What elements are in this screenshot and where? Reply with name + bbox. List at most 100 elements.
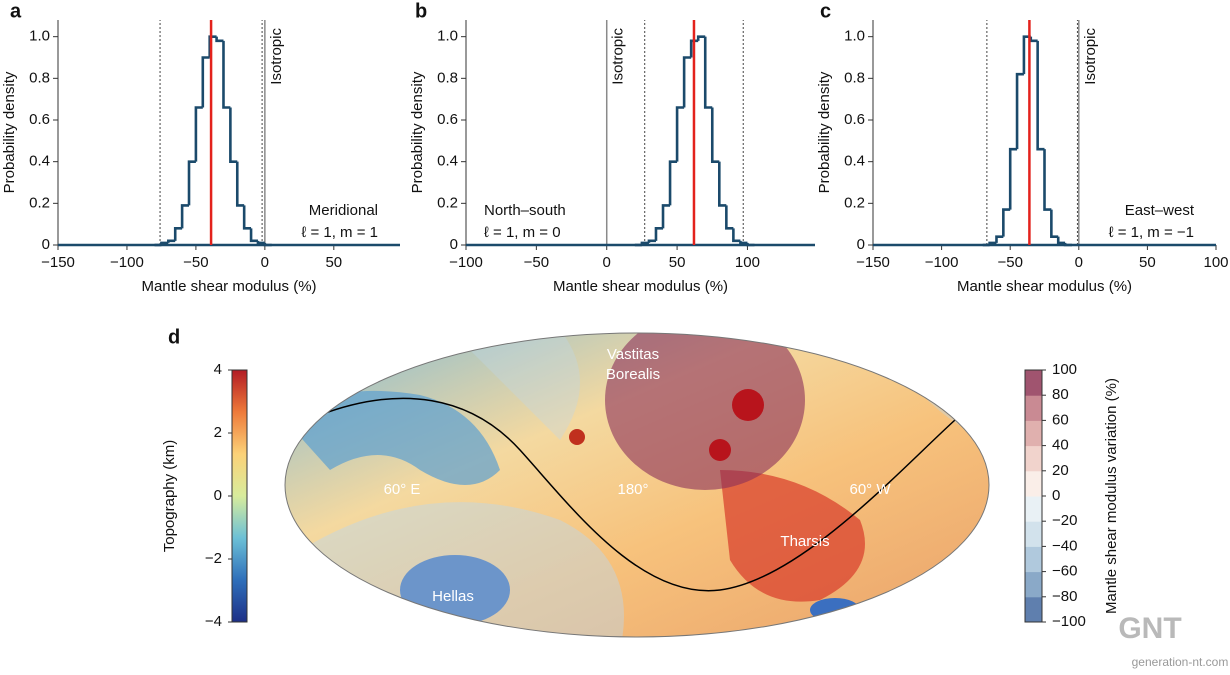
histogram-bin: [194, 106, 203, 162]
colorbar-tick-label: 0: [1052, 487, 1060, 504]
histogram-bin: [732, 228, 741, 243]
colorbar-tick-label: 60: [1052, 411, 1069, 428]
histogram-bin: [1043, 149, 1052, 211]
histogram-bin: [160, 241, 169, 245]
x-tick-label: 50: [1139, 254, 1156, 271]
colorbar-tick-label: 2: [214, 424, 222, 441]
colorbar-tick-label: −60: [1052, 563, 1077, 580]
reference-label: Isotropic: [1082, 28, 1099, 85]
colorbar-bin: [1025, 596, 1042, 623]
map-label: 60° E: [384, 481, 421, 498]
histogram-bin: [263, 242, 272, 247]
colorbar-bin: [1025, 571, 1042, 598]
y-tick-label: 0.2: [29, 194, 50, 211]
annotation: East–west: [1125, 202, 1195, 219]
annotation: ℓ = 1, m = 1: [301, 224, 378, 241]
colorbar-tick-label: 20: [1052, 462, 1069, 479]
map-label: 60° W: [849, 481, 891, 498]
colorbar-tick-label: −80: [1052, 588, 1077, 605]
y-tick-label: 0.6: [844, 111, 865, 128]
y-tick-label: 0.6: [437, 111, 458, 128]
colorbar-bin: [1025, 521, 1042, 547]
x-tick-label: 0: [1075, 254, 1083, 271]
x-tick-label: −150: [41, 254, 75, 271]
x-axis-label: Mantle shear modulus (%): [957, 278, 1132, 295]
colorbar-bin: [1025, 445, 1042, 472]
histogram-bin: [229, 107, 238, 163]
histogram-bin: [201, 56, 210, 108]
x-tick-label: 100: [735, 254, 760, 271]
colorbar: [232, 370, 247, 622]
histogram-bin: [1029, 36, 1038, 43]
histogram-bin: [235, 161, 245, 207]
x-tick-label: −100: [925, 254, 959, 271]
histogram-bin: [1036, 40, 1045, 151]
y-tick-label: 0.8: [844, 69, 865, 86]
histogram-bin: [187, 160, 196, 206]
y-axis-label: Probability density: [409, 71, 426, 193]
colorbar-tick-label: −4: [205, 613, 222, 630]
map-north-anomaly: [605, 333, 805, 490]
map-volcano: [709, 439, 731, 461]
histogram-bin: [1015, 72, 1024, 150]
y-axis-label: Probability density: [816, 71, 833, 193]
histogram-bin: [180, 204, 190, 229]
panel-label: b: [415, 0, 427, 22]
histogram-bin: [208, 35, 217, 58]
histogram-bin: [703, 36, 713, 109]
reference-label: Isotropic: [610, 28, 627, 85]
x-tick-label: 0: [261, 254, 269, 271]
panel-label: a: [10, 0, 22, 22]
x-tick-label: −50: [183, 254, 208, 271]
colorbar-bin: [1025, 420, 1042, 447]
histogram-bin: [682, 56, 692, 108]
x-tick-label: −150: [856, 254, 890, 271]
x-axis-label: Mantle shear modulus (%): [553, 278, 728, 295]
x-tick-label: −100: [110, 254, 144, 271]
histogram-bin: [1056, 236, 1066, 245]
histogram-bin: [222, 40, 231, 109]
colorbar-bin: [1025, 370, 1042, 396]
colorbar-tick-label: 4: [214, 361, 222, 378]
histogram-bin: [1008, 147, 1018, 210]
colorbar-bin: [1025, 496, 1042, 522]
histogram-bin: [668, 160, 678, 206]
histogram-bin: [725, 205, 734, 230]
colorbar-tick-label: 100: [1052, 361, 1077, 378]
histogram-bin: [173, 227, 183, 241]
map-label: Hellas: [432, 588, 474, 605]
x-tick-label: −50: [524, 254, 549, 271]
y-tick-label: 0.2: [844, 194, 865, 211]
y-tick-label: 0.6: [29, 111, 50, 128]
colorbar-label: Topography (km): [161, 440, 178, 553]
reference-label: Isotropic: [268, 28, 285, 85]
y-tick-label: 0: [857, 236, 865, 253]
histogram-bin: [689, 39, 699, 58]
histogram-bin: [1050, 209, 1059, 238]
colorbar-tick-label: 0: [214, 487, 222, 504]
map-label: Tharsis: [780, 533, 829, 550]
colorbar-label: Mantle shear modulus variation (%): [1103, 378, 1120, 614]
x-tick-label: 50: [325, 254, 342, 271]
panel-label: c: [820, 0, 831, 22]
y-tick-label: 0.4: [437, 153, 458, 170]
colorbar-tick-label: 40: [1052, 437, 1069, 454]
colorbar-tick-label: −2: [205, 550, 222, 567]
histogram-bin: [249, 228, 258, 243]
histogram-bin: [215, 36, 224, 43]
histogram-bin: [661, 204, 671, 229]
colorbar-tick-label: −40: [1052, 537, 1077, 554]
x-tick-label: −100: [449, 254, 483, 271]
histogram-bin: [718, 161, 727, 207]
histogram-bin: [640, 241, 649, 245]
x-tick-label: −50: [997, 254, 1022, 271]
y-tick-label: 1.0: [844, 28, 865, 45]
map-tharsis: [720, 470, 865, 602]
colorbar-tick-label: 80: [1052, 386, 1069, 403]
y-tick-label: 0.2: [437, 194, 458, 211]
histogram-bin: [675, 106, 685, 162]
annotation: ℓ = 1, m = −1: [1109, 224, 1194, 241]
histogram-bin: [988, 241, 997, 245]
y-tick-label: 0.4: [844, 153, 865, 170]
